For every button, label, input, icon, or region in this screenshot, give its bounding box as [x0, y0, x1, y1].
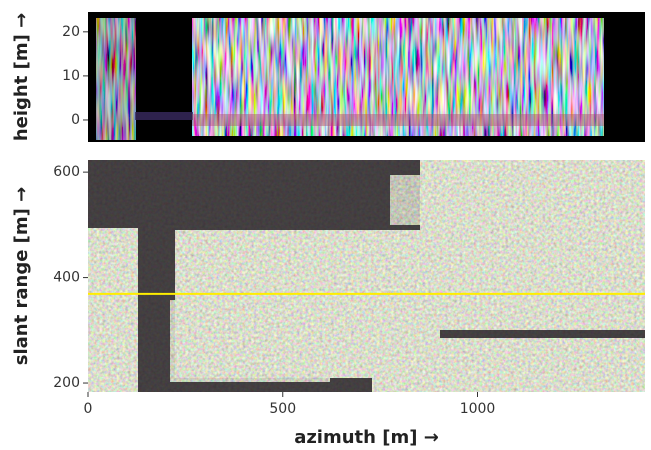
bottom-image [88, 160, 645, 392]
y-tick-label: 400 [53, 270, 80, 286]
x-axis-label: azimuth [m] → [294, 427, 439, 448]
top-image [88, 12, 645, 142]
y-tick-label: 20 [62, 24, 80, 40]
y-tick-label: 0 [71, 112, 80, 128]
x-tick-label: 500 [269, 401, 296, 417]
y-tick-label: 600 [53, 164, 80, 180]
y-axis-label: slant range [m] → [11, 187, 32, 365]
y-tick-label: 200 [53, 375, 80, 391]
x-tick-label: 1000 [460, 401, 496, 417]
y-tick-label: 10 [62, 68, 80, 84]
x-tick-label: 0 [84, 401, 93, 417]
y-axis-label: height [m] → [11, 13, 32, 141]
